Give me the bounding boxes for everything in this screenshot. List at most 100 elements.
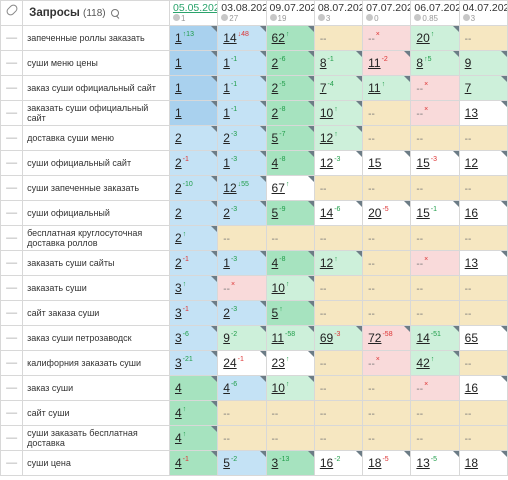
row-toggle[interactable]: —: [0, 125, 24, 151]
position-cell[interactable]: 8↑5: [410, 50, 460, 76]
row-toggle[interactable]: —: [0, 300, 24, 326]
position-value[interactable]: 69: [319, 331, 334, 345]
position-value[interactable]: 1: [223, 56, 230, 70]
position-value[interactable]: 18: [368, 456, 382, 470]
position-cell[interactable]: 2-5: [265, 75, 315, 101]
position-cell[interactable]: 2↑: [168, 225, 219, 251]
position-value[interactable]: 15: [416, 156, 430, 170]
row-toggle[interactable]: —: [0, 75, 24, 101]
position-value[interactable]: 2: [223, 306, 230, 320]
position-cell[interactable]: 1-1: [217, 100, 267, 126]
position-value[interactable]: 20: [416, 31, 430, 45]
position-value[interactable]: 15: [416, 206, 430, 220]
row-toggle[interactable]: —: [0, 200, 24, 226]
position-value[interactable]: 18: [464, 456, 479, 470]
position-value[interactable]: 2: [223, 206, 230, 220]
position-cell[interactable]: 2-3: [217, 300, 267, 326]
position-cell[interactable]: 9: [458, 50, 508, 76]
position-value[interactable]: 67: [271, 181, 285, 195]
position-cell[interactable]: 3-21: [168, 350, 219, 376]
position-value[interactable]: 2: [174, 206, 182, 220]
position-value[interactable]: 13: [416, 456, 430, 470]
position-cell[interactable]: 15: [362, 150, 412, 176]
position-cell[interactable]: 67↑: [265, 175, 315, 201]
position-value[interactable]: 10: [271, 281, 285, 295]
position-value[interactable]: 65: [464, 331, 479, 345]
date-header-0[interactable]: 05.05.20211: [168, 0, 219, 26]
position-value[interactable]: 1: [174, 31, 182, 45]
position-cell[interactable]: 16: [458, 375, 508, 401]
position-value[interactable]: 20: [368, 206, 382, 220]
position-cell[interactable]: 13-5: [410, 450, 460, 476]
row-toggle[interactable]: —: [0, 50, 24, 76]
position-value[interactable]: 12: [319, 131, 334, 145]
date-label[interactable]: 09.07.2020: [269, 2, 314, 14]
position-value[interactable]: 12: [464, 156, 479, 170]
row-toggle[interactable]: —: [0, 325, 24, 351]
position-cell[interactable]: 72-58: [362, 325, 412, 351]
position-value[interactable]: 4: [174, 406, 182, 420]
row-toggle[interactable]: —: [0, 375, 24, 401]
position-value[interactable]: 7: [464, 81, 472, 95]
position-cell[interactable]: 16: [458, 200, 508, 226]
position-value[interactable]: 1: [174, 106, 182, 120]
position-value[interactable]: 2: [271, 56, 279, 70]
date-label[interactable]: 06.07.2020: [414, 2, 458, 14]
position-value[interactable]: 1: [223, 156, 230, 170]
position-cell[interactable]: 1: [168, 50, 219, 76]
position-value[interactable]: 9: [223, 331, 230, 345]
position-value[interactable]: 16: [464, 381, 479, 395]
date-label[interactable]: 08.07.2020: [317, 2, 362, 14]
position-value[interactable]: 1: [174, 81, 182, 95]
position-cell[interactable]: 12↓55: [217, 175, 267, 201]
position-cell[interactable]: 4↑: [168, 425, 219, 451]
position-cell[interactable]: 2: [168, 200, 219, 226]
position-value[interactable]: 13: [464, 106, 479, 120]
position-cell[interactable]: 7: [458, 75, 508, 101]
position-value[interactable]: 5: [271, 206, 279, 220]
position-value[interactable]: 24: [223, 356, 237, 370]
position-cell[interactable]: 14-6: [313, 200, 364, 226]
position-value[interactable]: 3: [174, 356, 182, 370]
date-header-5[interactable]: 06.07.20200.85: [410, 0, 460, 26]
position-cell[interactable]: 69-3: [313, 325, 364, 351]
position-cell[interactable]: 4-8: [265, 150, 315, 176]
row-toggle[interactable]: —: [0, 150, 24, 176]
position-value[interactable]: 7: [319, 81, 327, 95]
position-value[interactable]: 4: [271, 256, 279, 270]
position-value[interactable]: 1: [223, 81, 230, 95]
position-value[interactable]: 8: [319, 56, 327, 70]
position-value[interactable]: 2: [174, 181, 182, 195]
position-value[interactable]: 10: [319, 106, 334, 120]
position-cell[interactable]: 4-8: [265, 250, 315, 276]
position-value[interactable]: 9: [464, 56, 472, 70]
position-cell[interactable]: 16-2: [313, 450, 364, 476]
position-cell[interactable]: 14↓48: [217, 25, 267, 51]
position-value[interactable]: 2: [271, 81, 279, 95]
date-label[interactable]: 07.07.2020: [366, 2, 410, 14]
position-value[interactable]: 3: [174, 331, 182, 345]
position-value[interactable]: 3: [174, 281, 182, 295]
position-cell[interactable]: 12: [458, 150, 508, 176]
position-value[interactable]: 2: [174, 156, 182, 170]
date-label[interactable]: 03.08.2020: [221, 2, 265, 14]
position-value[interactable]: 42: [416, 356, 430, 370]
position-value[interactable]: 14: [416, 331, 430, 345]
position-value[interactable]: 2: [174, 231, 182, 245]
date-label[interactable]: 04.07.2020: [462, 2, 507, 14]
position-value[interactable]: 5: [271, 131, 279, 145]
position-value[interactable]: 1: [223, 256, 230, 270]
position-cell[interactable]: 12↑: [313, 125, 364, 151]
position-value[interactable]: 5: [271, 306, 279, 320]
position-cell[interactable]: 65: [458, 325, 508, 351]
position-value[interactable]: 14: [223, 31, 237, 45]
position-cell[interactable]: 1-3: [217, 250, 267, 276]
row-toggle[interactable]: —: [0, 100, 24, 126]
position-cell[interactable]: 10↑: [313, 100, 364, 126]
position-value[interactable]: 4: [223, 381, 230, 395]
position-cell[interactable]: 2-8: [265, 100, 315, 126]
position-value[interactable]: 1: [223, 106, 230, 120]
position-cell[interactable]: 2-10: [168, 175, 219, 201]
position-value[interactable]: 2: [174, 131, 182, 145]
position-cell[interactable]: 3-1: [168, 300, 219, 326]
